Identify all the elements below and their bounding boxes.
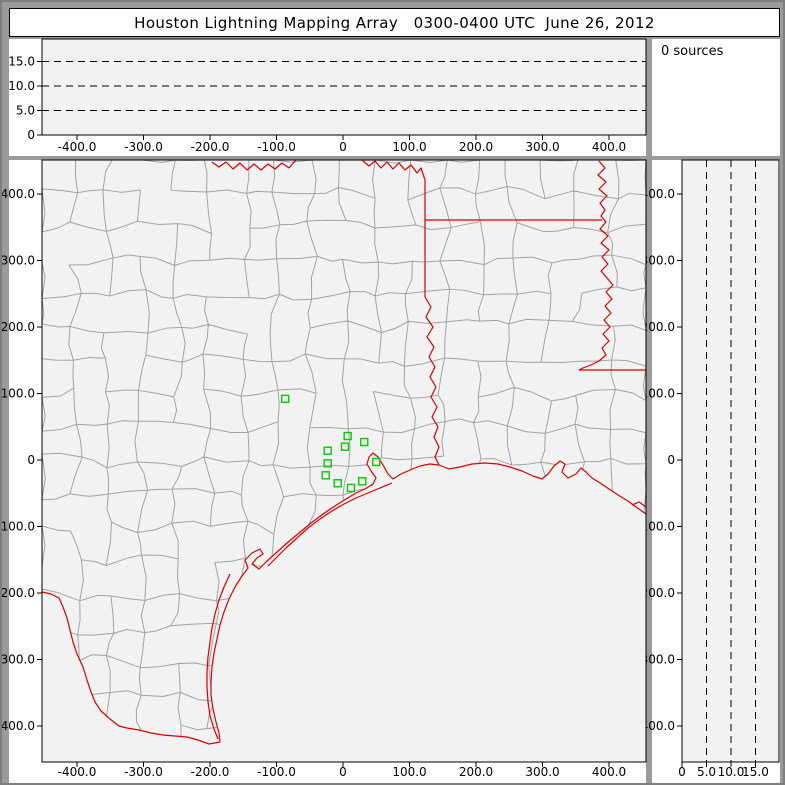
altitude-vs-eastwest-panel[interactable] xyxy=(9,39,646,156)
window-title-bar: Houston Lightning Mapping Array 0300-040… xyxy=(9,8,780,37)
plan-view-map-panel[interactable] xyxy=(9,160,646,783)
altitude-vs-northsouth-panel[interactable] xyxy=(652,160,780,783)
sources-count-panel: 0 sources xyxy=(652,39,780,156)
sources-count-label: 0 sources xyxy=(661,44,724,59)
window-title: Houston Lightning Mapping Array 0300-040… xyxy=(134,13,655,32)
